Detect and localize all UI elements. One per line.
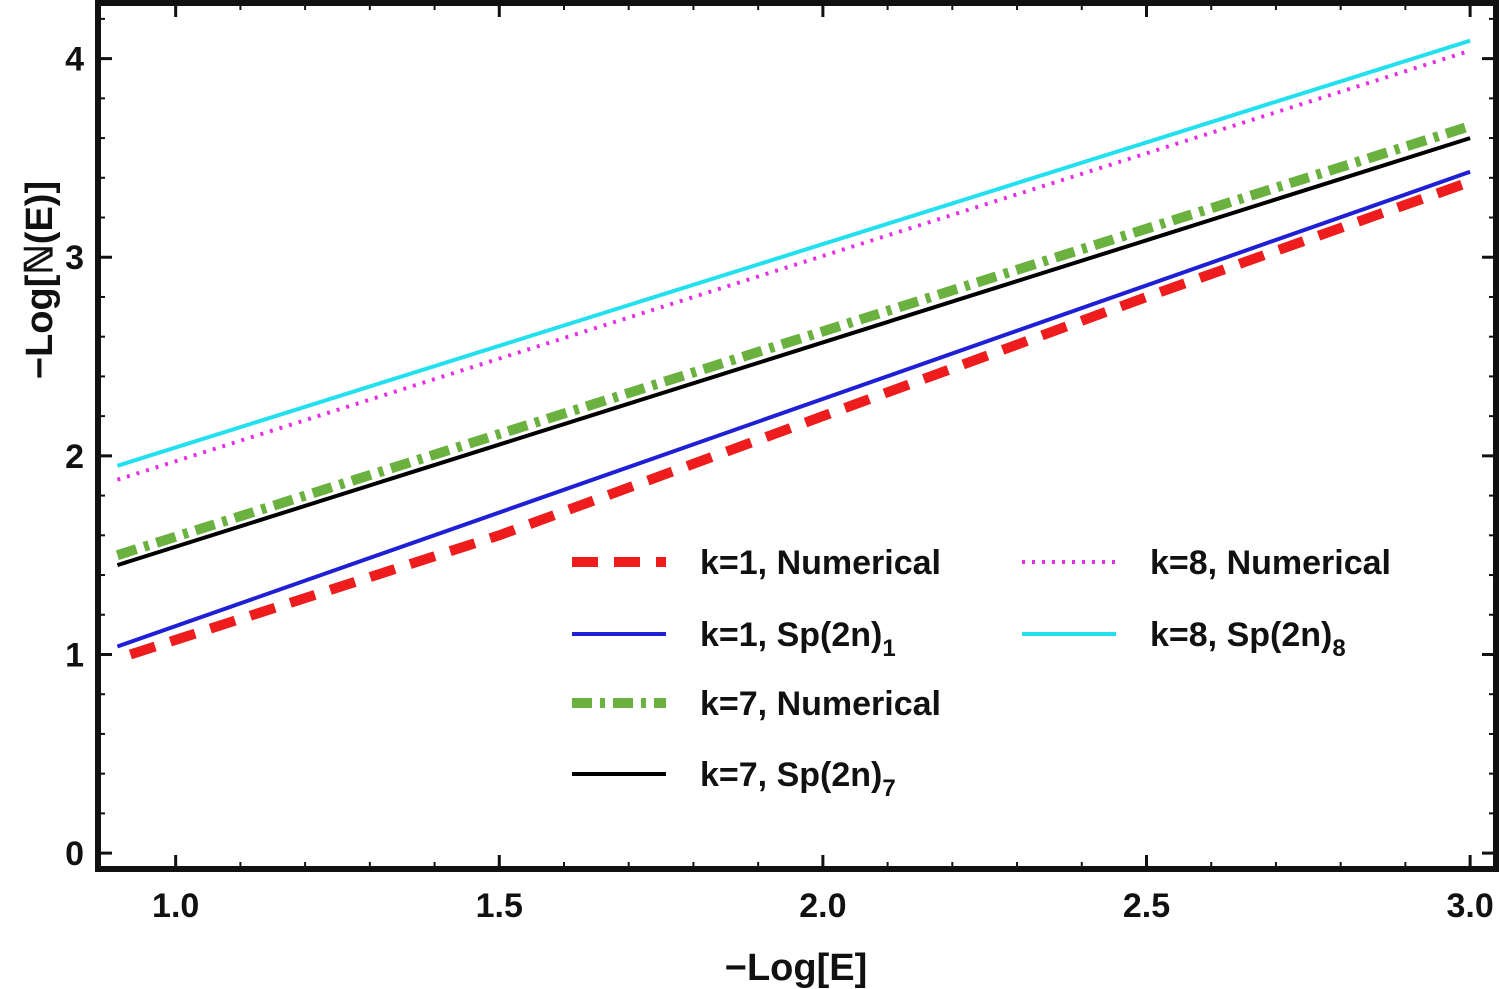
legend-label: k=8, Sp(2n)8 xyxy=(1150,616,1346,662)
legend-label: k=1, Sp(2n)1 xyxy=(700,616,896,662)
x-tick-label: 2.5 xyxy=(1123,887,1170,925)
y-axis-label: −Log[ℕ(E)] xyxy=(19,181,61,379)
plot-frame xyxy=(95,0,1499,872)
series-layer xyxy=(115,38,1472,660)
series-line xyxy=(116,136,1471,568)
series-line xyxy=(115,121,1472,560)
legend-label: k=1, Numerical xyxy=(700,544,941,582)
y-tick-label: 3 xyxy=(65,239,84,277)
x-tick-label: 1.0 xyxy=(152,887,199,925)
y-tick-label: 2 xyxy=(65,438,84,476)
series-line xyxy=(116,38,1471,468)
legend-label: k=8, Numerical xyxy=(1150,544,1391,582)
x-tick-label: 3.0 xyxy=(1446,887,1493,925)
x-tick-label: 2.0 xyxy=(799,887,846,925)
series-line xyxy=(116,48,1471,482)
legend: k=1, Numerical k=1, Sp(2n)1 k=7, Numerical… xyxy=(572,544,1391,802)
x-axis-label: −Log[E] xyxy=(725,947,867,989)
y-tick-label: 4 xyxy=(65,41,84,79)
series-line xyxy=(116,169,1471,649)
x-tick-label: 1.5 xyxy=(476,887,523,925)
y-tick-label: 0 xyxy=(65,835,84,873)
y-axis-ticks: 0 1 2 3 4 xyxy=(65,17,1496,873)
legend-label: k=7, Numerical xyxy=(700,685,941,723)
y-tick-label: 1 xyxy=(65,636,84,674)
series-line xyxy=(128,177,1472,660)
legend-label: k=7, Sp(2n)7 xyxy=(700,756,896,802)
x-axis-ticks: 1.0 1.5 2.0 2.5 3.0 xyxy=(152,3,1494,925)
